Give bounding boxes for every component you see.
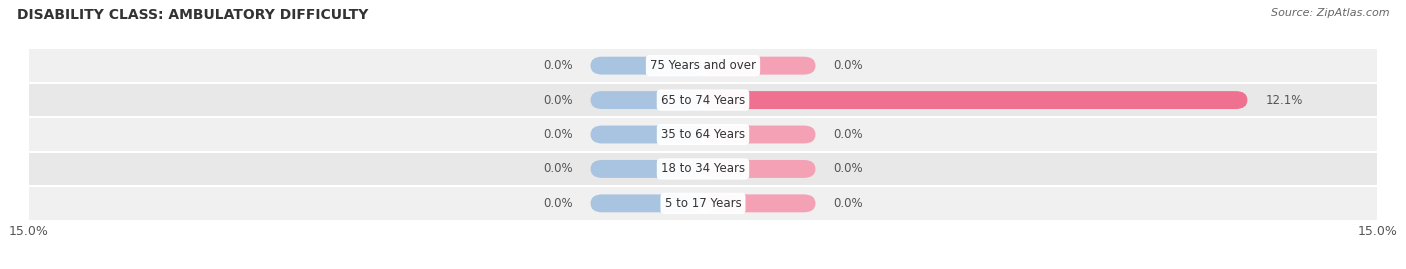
FancyBboxPatch shape — [703, 91, 1247, 109]
Text: 0.0%: 0.0% — [543, 128, 572, 141]
Text: 5 to 17 Years: 5 to 17 Years — [665, 197, 741, 210]
Text: 0.0%: 0.0% — [543, 94, 572, 107]
Bar — [28, 186, 1378, 221]
FancyBboxPatch shape — [591, 194, 703, 212]
FancyBboxPatch shape — [703, 126, 815, 143]
FancyBboxPatch shape — [703, 160, 815, 178]
Bar — [28, 117, 1378, 152]
Text: 0.0%: 0.0% — [834, 128, 863, 141]
Text: 0.0%: 0.0% — [834, 59, 863, 72]
Text: 75 Years and over: 75 Years and over — [650, 59, 756, 72]
Text: 0.0%: 0.0% — [543, 162, 572, 175]
Bar — [28, 48, 1378, 83]
Text: 0.0%: 0.0% — [543, 197, 572, 210]
Text: 0.0%: 0.0% — [834, 197, 863, 210]
Text: 0.0%: 0.0% — [834, 162, 863, 175]
Bar — [28, 83, 1378, 117]
Text: 35 to 64 Years: 35 to 64 Years — [661, 128, 745, 141]
FancyBboxPatch shape — [591, 57, 703, 75]
Text: 0.0%: 0.0% — [543, 59, 572, 72]
FancyBboxPatch shape — [703, 194, 815, 212]
FancyBboxPatch shape — [591, 160, 703, 178]
FancyBboxPatch shape — [703, 57, 815, 75]
FancyBboxPatch shape — [591, 126, 703, 143]
Text: 65 to 74 Years: 65 to 74 Years — [661, 94, 745, 107]
FancyBboxPatch shape — [591, 91, 703, 109]
Bar — [28, 152, 1378, 186]
Text: Source: ZipAtlas.com: Source: ZipAtlas.com — [1271, 8, 1389, 18]
Text: 12.1%: 12.1% — [1265, 94, 1303, 107]
Text: 18 to 34 Years: 18 to 34 Years — [661, 162, 745, 175]
Text: DISABILITY CLASS: AMBULATORY DIFFICULTY: DISABILITY CLASS: AMBULATORY DIFFICULTY — [17, 8, 368, 22]
